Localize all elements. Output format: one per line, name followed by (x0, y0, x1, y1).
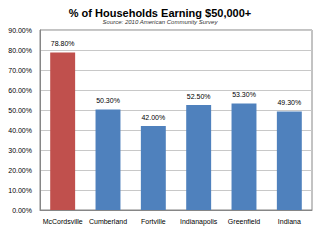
svg-text:78.80%: 78.80% (51, 40, 75, 47)
svg-text:42.00%: 42.00% (141, 114, 165, 121)
svg-text:Greenfield: Greenfield (228, 218, 260, 225)
svg-text:50.30%: 50.30% (96, 97, 120, 104)
svg-text:40.00%: 40.00% (8, 127, 32, 134)
svg-text:10.00%: 10.00% (8, 187, 32, 194)
svg-text:70.00%: 70.00% (8, 67, 32, 74)
svg-text:60.00%: 60.00% (8, 87, 32, 94)
svg-text:Cumberland: Cumberland (89, 218, 127, 225)
svg-text:80.00%: 80.00% (8, 47, 32, 54)
svg-text:52.50%: 52.50% (187, 93, 211, 100)
svg-text:90.00%: 90.00% (8, 27, 32, 34)
svg-text:Fortville: Fortville (141, 218, 166, 225)
svg-text:20.00%: 20.00% (8, 167, 32, 174)
svg-text:0.00%: 0.00% (12, 207, 32, 214)
svg-text:McCordsville: McCordsville (43, 218, 83, 225)
svg-text:Source: 2010 American Communit: Source: 2010 American Community Survey (103, 19, 219, 25)
svg-text:53.30%: 53.30% (232, 91, 256, 98)
svg-text:Indianapolis: Indianapolis (180, 218, 218, 226)
svg-text:50.00%: 50.00% (8, 107, 32, 114)
svg-text:% of Households Earning $50,00: % of Households Earning $50,000+ (69, 7, 251, 19)
svg-text:49.30%: 49.30% (277, 99, 301, 106)
svg-text:30.00%: 30.00% (8, 147, 32, 154)
svg-text:Indiana: Indiana (278, 218, 301, 225)
